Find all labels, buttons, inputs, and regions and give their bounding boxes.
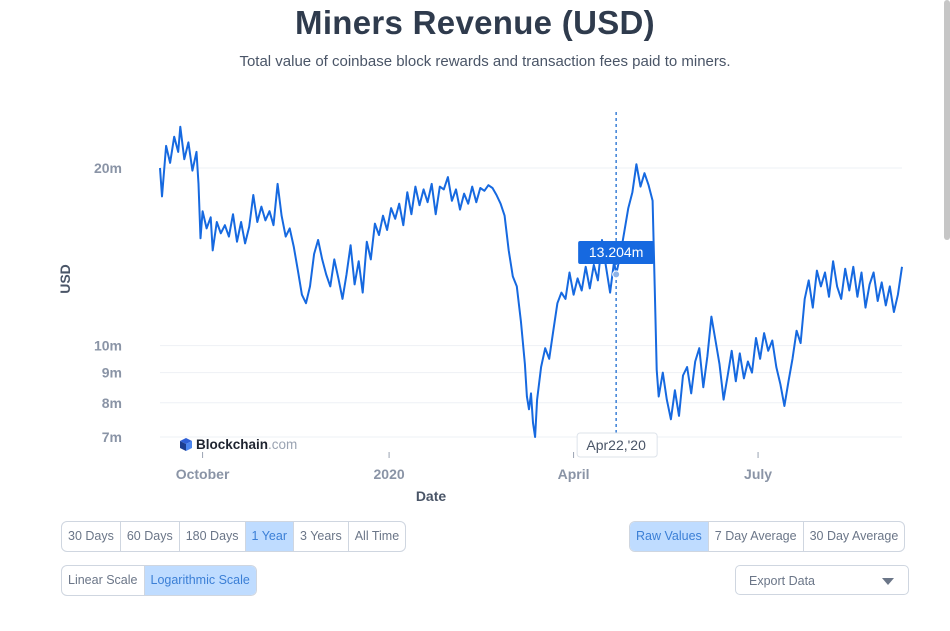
page-scrollbar[interactable] <box>944 0 950 240</box>
tooltip-date-text: Apr22,'20 <box>586 437 646 453</box>
page-title: Miners Revenue (USD) <box>295 4 655 41</box>
export-data-label: Export Data <box>749 574 816 588</box>
x-tick-label: 2020 <box>374 466 405 482</box>
x-axis-ticks: October 2020 April July <box>176 452 772 482</box>
timespan-180-days-button[interactable]: 180 Days <box>180 522 246 551</box>
y-tick-label: 7m <box>102 429 122 445</box>
y-tick-label: 9m <box>102 365 122 381</box>
timespan-3-years-button[interactable]: 3 Years <box>294 522 349 551</box>
page-subtitle: Total value of coinbase block rewards an… <box>239 53 731 70</box>
y-tick-label: 20m <box>94 160 122 176</box>
watermark-brand: Blockchain <box>196 437 268 452</box>
chevron-down-icon <box>882 578 894 585</box>
y-axis-title: USD <box>57 264 73 294</box>
timespan-1-year-button[interactable]: 1 Year <box>245 522 294 551</box>
x-axis-title: Date <box>416 488 447 504</box>
timespan-60-days-button[interactable]: 60 Days <box>121 522 180 551</box>
tooltip-value-text: 13.204m <box>589 244 643 260</box>
30-day-average-button[interactable]: 30 Day Average <box>809 529 899 543</box>
timespan-30-days-button[interactable]: 30 Days <box>62 522 121 551</box>
x-tick-label: April <box>558 466 590 482</box>
hover-point <box>612 270 621 279</box>
raw-values-button[interactable]: Raw Values <box>630 522 709 551</box>
7-day-average-button[interactable]: 7 Day Average <box>709 522 804 551</box>
average-button-group: Raw Values 7 Day Average 30 Day Average <box>629 521 906 552</box>
series-line[interactable] <box>159 125 903 438</box>
scale-button-group: Linear Scale Logarithmic Scale <box>61 565 257 596</box>
blockchain-cube-icon <box>180 438 192 451</box>
y-tick-label: 8m <box>102 395 122 411</box>
y-axis-ticks: 7m 8m 9m 10m 20m <box>94 160 122 445</box>
tooltip-value: 13.204m <box>578 241 655 264</box>
timespan-button-group: 30 Days 60 Days 180 Days 1 Year 3 Years … <box>61 521 407 552</box>
svg-text:Blockchain.com: Blockchain.com <box>196 437 297 452</box>
timespan-all-time-button[interactable]: All Time <box>354 529 400 543</box>
y-tick-label: 10m <box>94 338 122 354</box>
export-data-select[interactable]: Export Data <box>735 565 909 595</box>
watermark: Blockchain.com <box>180 437 297 452</box>
tooltip-date: Apr22,'20 <box>576 432 658 458</box>
logarithmic-scale-button[interactable]: Logarithmic Scale <box>144 566 256 595</box>
watermark-suffix: .com <box>268 437 297 452</box>
linear-scale-button[interactable]: Linear Scale <box>62 566 145 595</box>
x-tick-label: October <box>176 466 230 482</box>
x-tick-label: July <box>744 466 772 482</box>
